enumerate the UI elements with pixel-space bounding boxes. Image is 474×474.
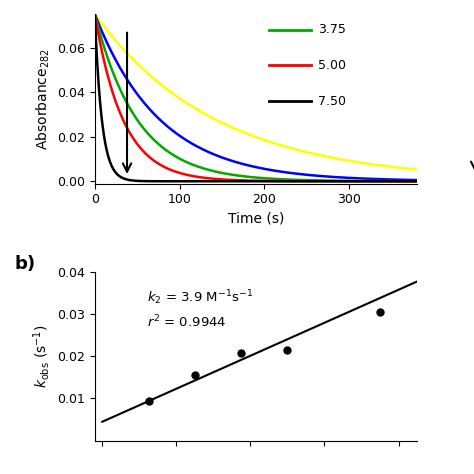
Text: $r^2$ = 0.9944: $r^2$ = 0.9944 [146,314,226,330]
Text: 7.50: 7.50 [318,95,346,108]
Y-axis label: $k_{\mathrm{obs}}$ (s$^{-1}$): $k_{\mathrm{obs}}$ (s$^{-1}$) [31,324,52,388]
Text: b): b) [14,255,36,273]
Text: 5.00: 5.00 [318,59,346,72]
Text: $k_2$ = 3.9 M$^{-1}$s$^{-1}$: $k_2$ = 3.9 M$^{-1}$s$^{-1}$ [146,289,253,307]
Y-axis label: Absorbance$_{282}$: Absorbance$_{282}$ [34,48,52,150]
Text: 3.75: 3.75 [318,23,346,36]
X-axis label: Time (s): Time (s) [228,212,284,226]
